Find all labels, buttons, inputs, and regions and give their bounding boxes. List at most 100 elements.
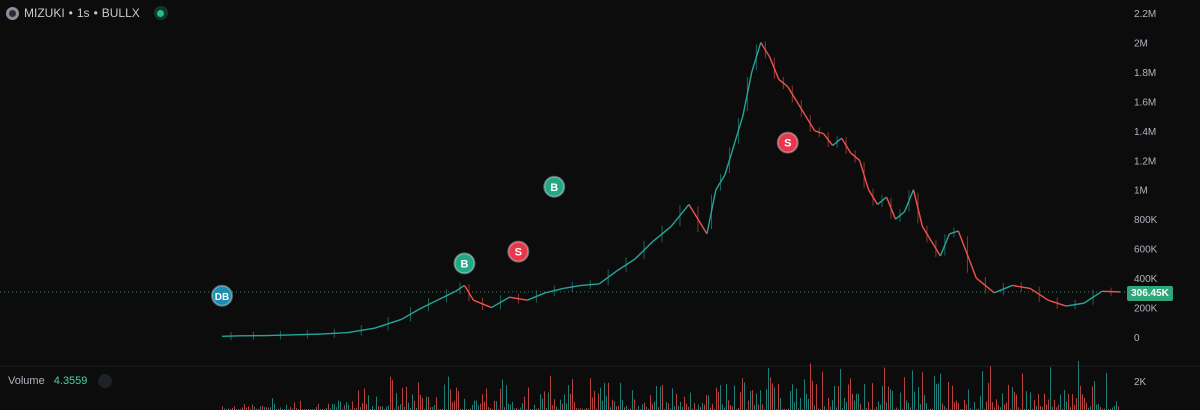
sell-marker[interactable]: S bbox=[507, 240, 530, 263]
volume-bar bbox=[658, 407, 659, 410]
volume-bar bbox=[864, 383, 865, 410]
volume-bar bbox=[872, 383, 873, 410]
volume-bar bbox=[1112, 407, 1113, 410]
volume-bar bbox=[564, 394, 565, 410]
volume-bar bbox=[676, 394, 677, 410]
marker-circle bbox=[543, 175, 566, 198]
volume-bar bbox=[912, 370, 913, 410]
y-tick-label: 1.6M bbox=[1134, 97, 1156, 108]
volume-bar bbox=[1062, 408, 1063, 410]
dev-buy-marker[interactable]: DB bbox=[211, 284, 233, 307]
volume-bar bbox=[992, 402, 993, 410]
volume-bar bbox=[780, 398, 781, 410]
volume-bar bbox=[352, 401, 353, 410]
volume-bar bbox=[464, 398, 465, 410]
volume-bar bbox=[684, 396, 685, 410]
volume-bar bbox=[630, 408, 631, 410]
volume-bar bbox=[336, 407, 337, 410]
volume-bar bbox=[986, 401, 987, 410]
volume-bar bbox=[242, 407, 243, 410]
volume-bar bbox=[762, 404, 763, 410]
volume-bar bbox=[674, 406, 675, 410]
volume-bar bbox=[442, 408, 443, 410]
volume-bar bbox=[560, 399, 561, 410]
y-tick-label: 200K bbox=[1134, 304, 1158, 315]
volume-bar bbox=[1036, 406, 1037, 410]
volume-bar bbox=[712, 403, 713, 410]
volume-bar bbox=[598, 393, 599, 410]
buy-marker[interactable]: B bbox=[453, 252, 476, 275]
volume-bar bbox=[700, 407, 701, 410]
volume-bar bbox=[886, 402, 887, 410]
volume-bar bbox=[730, 405, 731, 410]
volume-bar bbox=[234, 406, 235, 410]
volume-bar bbox=[778, 384, 779, 410]
volume-bar bbox=[252, 404, 253, 410]
volume-bar bbox=[880, 404, 881, 410]
volume-bar bbox=[666, 402, 667, 410]
volume-bar bbox=[796, 388, 797, 410]
volume-bar bbox=[502, 379, 503, 410]
interval-label[interactable]: 1s bbox=[76, 6, 90, 20]
volume-bar bbox=[686, 403, 687, 410]
volume-bar bbox=[340, 401, 341, 410]
volume-bar bbox=[406, 386, 407, 410]
volume-axis-label: 2K bbox=[1134, 377, 1147, 388]
volume-bar bbox=[834, 386, 835, 410]
volume-bar bbox=[968, 389, 969, 410]
volume-bar bbox=[356, 407, 357, 410]
volume-bar bbox=[922, 372, 923, 410]
volume-bar bbox=[1072, 393, 1073, 410]
volume-bar bbox=[1056, 407, 1057, 410]
volume-bar bbox=[856, 393, 857, 410]
volume-bar bbox=[944, 405, 945, 410]
volume-bar bbox=[260, 406, 261, 410]
volume-bar bbox=[358, 390, 359, 410]
marker-circle bbox=[507, 240, 530, 263]
volume-bar bbox=[1064, 389, 1065, 410]
volume-bar bbox=[626, 405, 627, 410]
volume-bar bbox=[932, 408, 933, 410]
volume-bar bbox=[592, 397, 593, 410]
volume-bar bbox=[760, 390, 761, 410]
eye-icon[interactable] bbox=[98, 374, 113, 388]
volume-legend: Volume 4.3559 bbox=[8, 374, 113, 388]
sell-marker[interactable]: S bbox=[776, 131, 799, 154]
volume-bar bbox=[246, 407, 247, 410]
volume-bar bbox=[708, 395, 709, 410]
volume-bar bbox=[936, 384, 937, 410]
volume-bar bbox=[884, 367, 885, 410]
volume-bar bbox=[606, 396, 607, 410]
volume-bar bbox=[372, 406, 373, 410]
volume-bar bbox=[244, 404, 245, 410]
volume-bar bbox=[680, 401, 681, 410]
volume-bar bbox=[642, 404, 643, 410]
volume-bar bbox=[774, 387, 775, 410]
volume-bar bbox=[728, 400, 729, 410]
volume-bar bbox=[1100, 406, 1101, 410]
volume-bar bbox=[618, 405, 619, 410]
y-tick-label: 600K bbox=[1134, 245, 1158, 256]
separator: • bbox=[93, 6, 98, 20]
volume-bar bbox=[1102, 408, 1103, 410]
volume-bar bbox=[290, 406, 291, 410]
volume-bar bbox=[768, 368, 769, 410]
marker-label: DB bbox=[215, 292, 229, 303]
volume-bar bbox=[850, 378, 851, 410]
volume-bar bbox=[264, 407, 265, 410]
volume-bar bbox=[924, 395, 925, 410]
volume-bar bbox=[546, 408, 547, 410]
volume-bar bbox=[610, 407, 611, 410]
volume-bar bbox=[414, 400, 415, 410]
volume-bar bbox=[520, 407, 521, 410]
buy-marker[interactable]: B bbox=[543, 175, 566, 198]
volume-bar bbox=[980, 396, 981, 410]
volume-bar bbox=[656, 385, 657, 410]
volume-bar bbox=[588, 408, 589, 410]
volume-bar bbox=[1050, 367, 1051, 410]
volume-bar bbox=[904, 377, 905, 410]
volume-bar bbox=[766, 389, 767, 410]
volume-bar bbox=[734, 385, 735, 410]
volume-bar bbox=[402, 387, 403, 410]
